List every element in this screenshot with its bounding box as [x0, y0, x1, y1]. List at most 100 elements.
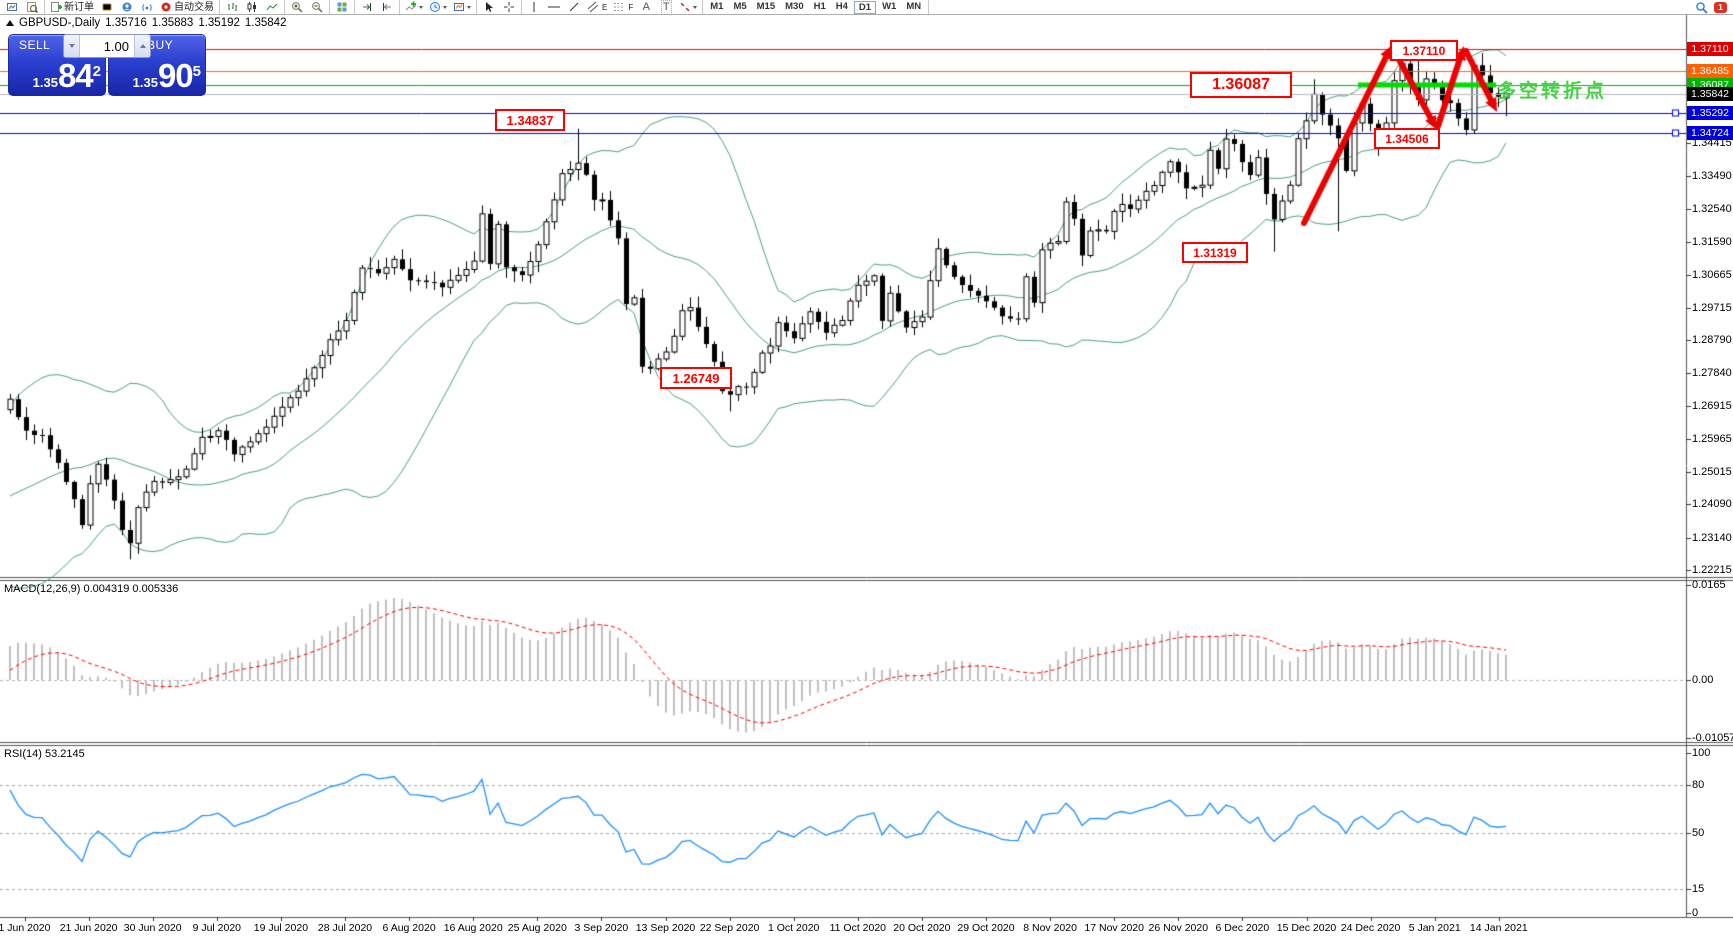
new-chart-button[interactable]: [3, 1, 21, 14]
fibonacci-letter: F: [628, 2, 634, 12]
timeframe-m30[interactable]: M30: [785, 1, 804, 12]
price-annotation-box[interactable]: 1.26749: [660, 367, 732, 389]
date-label: 20 Oct 2020: [893, 922, 951, 934]
crosshair-icon: [504, 2, 514, 12]
market-depth-button[interactable]: [98, 1, 116, 14]
timeframe-d1[interactable]: D1: [853, 0, 877, 14]
timeframe-h4[interactable]: H4: [835, 1, 848, 12]
timeframe-mn[interactable]: MN: [906, 1, 922, 12]
price-annotation-box[interactable]: 1.34506: [1374, 128, 1440, 149]
bar-chart-button[interactable]: [223, 1, 241, 14]
volume-decrease-button[interactable]: [64, 35, 80, 57]
turning-point-note[interactable]: 多空转折点: [1497, 81, 1608, 102]
date-label: 28 Jul 2020: [317, 922, 373, 934]
signals-button[interactable]: [138, 1, 156, 14]
text-label-button[interactable]: T: [657, 0, 675, 15]
date-label: 6 Aug 2020: [382, 922, 436, 934]
new-order-button[interactable]: 新订单: [48, 1, 96, 14]
price-tick: 1.25965: [1692, 432, 1732, 445]
price-tick: 1.33490: [1692, 169, 1732, 182]
one-click-trading-panel: SELL 1.35 84 2 BUY 1.35 90 5 1.00: [8, 34, 206, 96]
macd-tick: 0.0165: [1692, 579, 1726, 591]
rsi-tick: 50: [1692, 827, 1705, 839]
tile-windows-button[interactable]: [333, 1, 351, 14]
toolbar-group-objects: E F A T: [522, 0, 704, 15]
buy-price-sup: 5: [192, 63, 201, 80]
price-level-badge: 1.37110: [1687, 42, 1733, 57]
sell-label: SELL: [19, 38, 51, 52]
alert-count-badge: 1: [1718, 2, 1723, 12]
price-tick: 1.25015: [1692, 466, 1732, 479]
volume-input[interactable]: 1.00: [103, 38, 129, 54]
vertical-line-button[interactable]: [525, 1, 543, 14]
profiles-icon: [27, 2, 38, 13]
date-label: 16 Aug 2020: [443, 922, 503, 934]
zoom-out-button[interactable]: [308, 1, 326, 14]
date-label: 21 Jun 2020: [59, 922, 118, 934]
timeframe-group: M1 M5 M15 M30 H1 H4 D1 W1 MN: [703, 0, 930, 14]
ohlc-open: 1.35716: [105, 17, 147, 29]
indicators-button[interactable]: [403, 1, 425, 14]
crosshair-button[interactable]: [500, 1, 518, 14]
auto-scroll-button[interactable]: [358, 1, 376, 14]
date-label: 6 Dec 2020: [1215, 922, 1270, 934]
date-label: 14 Jan 2021: [1469, 922, 1528, 934]
price-tick: 1.32540: [1692, 202, 1732, 215]
price-level-badge: 1.36485: [1687, 64, 1733, 79]
price-annotation-box[interactable]: 1.31319: [1182, 242, 1248, 263]
price-annotation-box[interactable]: 1.37110: [1390, 40, 1458, 61]
date-label: 19 Jul 2020: [253, 922, 309, 934]
fibonacci-button[interactable]: F: [611, 1, 635, 14]
alerts-button[interactable]: 1: [1714, 1, 1727, 13]
volume-increase-button[interactable]: [134, 35, 150, 57]
sell-price-sup: 2: [92, 63, 101, 80]
timeframe-w1[interactable]: W1: [882, 1, 897, 12]
price-annotation-box[interactable]: 1.34837: [495, 109, 565, 131]
fibonacci-icon: [614, 3, 625, 11]
toolbar-group-insert: [400, 0, 477, 14]
line-chart-button[interactable]: [263, 1, 281, 14]
horizontal-line-button[interactable]: [545, 1, 563, 14]
rsi-tick: 0: [1692, 907, 1699, 919]
profiles-button[interactable]: [23, 1, 41, 14]
chart-shift-button[interactable]: [378, 1, 396, 14]
text-button[interactable]: A: [637, 1, 655, 14]
channel-button[interactable]: E: [585, 1, 609, 14]
autotrading-button[interactable]: 自动交易: [158, 1, 216, 14]
date-label: 9 Jul 2020: [192, 922, 242, 934]
date-label: 5 Jan 2021: [1408, 922, 1461, 934]
price-level-badge: 1.35292: [1687, 105, 1733, 120]
price-tick: 1.23140: [1692, 531, 1732, 544]
date-label: 25 Aug 2020: [507, 922, 567, 934]
chart-info-line: GBPUSD-,Daily 1.35716 1.35883 1.35192 1.…: [6, 17, 286, 29]
arrows-button[interactable]: [677, 1, 699, 14]
volume-box: 1.00: [63, 34, 151, 58]
timeframe-m1[interactable]: M1: [710, 1, 724, 12]
zoom-in-button[interactable]: [288, 1, 306, 14]
toolbar-group-cursor: [477, 0, 522, 14]
autotrading-label: 自动交易: [174, 1, 214, 13]
trendline-button[interactable]: [565, 1, 583, 14]
buy-label: BUY: [147, 38, 174, 52]
periods-button[interactable]: [427, 1, 449, 14]
search-icon: [1695, 1, 1708, 14]
cursor-button[interactable]: [480, 1, 498, 14]
mql5-community-button[interactable]: [118, 1, 136, 14]
toolbar-right: 1: [1692, 1, 1733, 14]
toolbar-group-scroll: [355, 0, 400, 14]
search-button[interactable]: [1692, 1, 1710, 14]
bar-chart-icon: [228, 3, 237, 11]
date-label: 8 Nov 2020: [1023, 922, 1077, 934]
timeframe-h1[interactable]: H1: [813, 1, 826, 12]
timeframe-m5[interactable]: M5: [733, 1, 747, 12]
candlestick-button[interactable]: [243, 1, 261, 14]
price-annotation-box[interactable]: 1.36087: [1190, 72, 1292, 98]
buy-price-big: 90: [157, 57, 194, 94]
templates-button[interactable]: [451, 1, 473, 14]
ohlc-close: 1.35842: [244, 17, 287, 29]
price-tick: 1.29715: [1692, 301, 1732, 314]
timeframe-m15[interactable]: M15: [756, 1, 776, 12]
date-label: 30 Jun 2020: [123, 922, 182, 934]
